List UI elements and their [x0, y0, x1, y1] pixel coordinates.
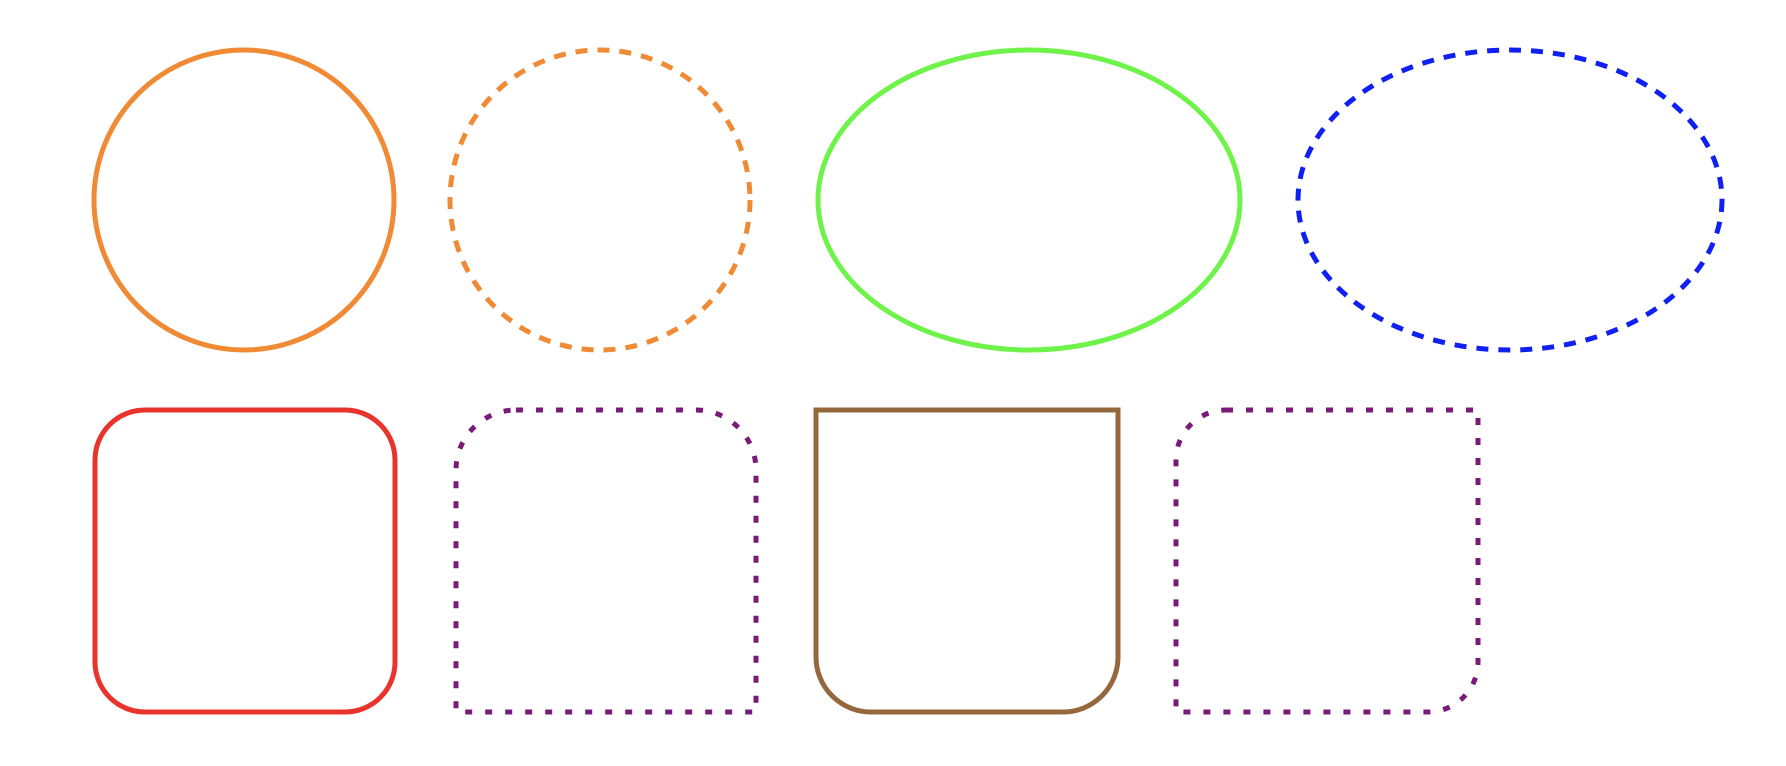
purple-dotted-diagonal-rounded-rect [1173, 407, 1481, 715]
red-solid-rounded-rect [92, 407, 398, 715]
orange-dashed-circle [447, 47, 753, 353]
green-solid-ellipse [815, 47, 1243, 353]
shape-layer [91, 47, 1725, 715]
orange-solid-circle [91, 47, 397, 353]
blue-dashed-ellipse [1295, 47, 1725, 353]
brown-solid-bottom-rounded-rect [813, 407, 1121, 715]
